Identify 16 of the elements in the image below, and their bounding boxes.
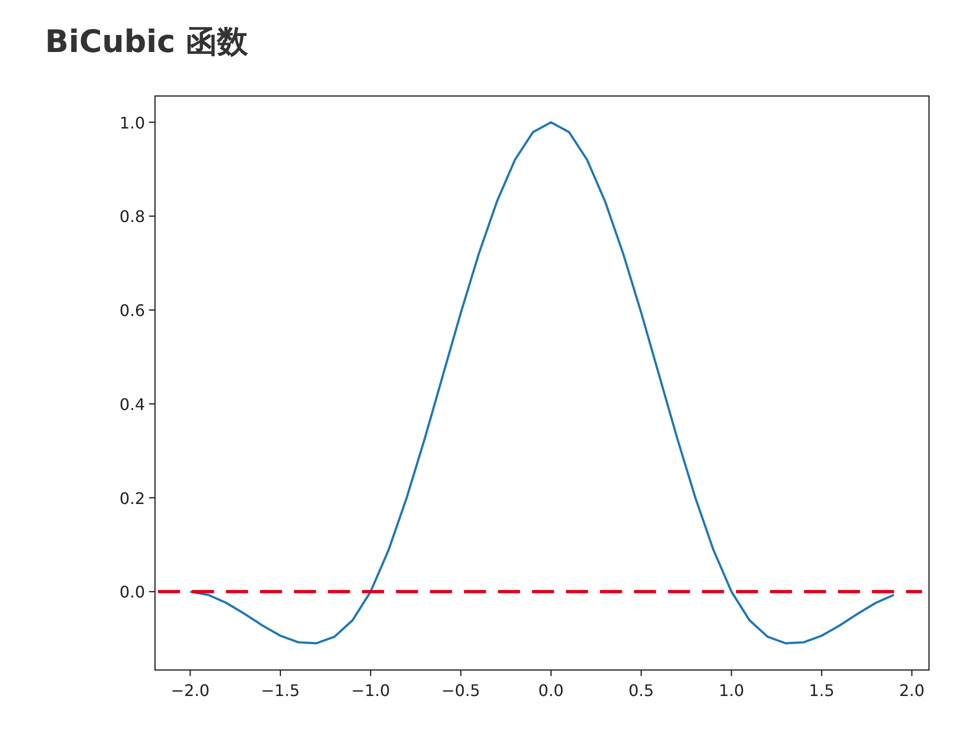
x-tick-label: −2.0 [170,681,210,700]
x-tick-label: 0.5 [628,681,654,700]
x-tick-label: 2.0 [899,681,925,700]
x-tick-label: −1.0 [351,681,390,700]
chart-title: BiCubic 函数 [45,24,250,60]
x-tick-label: −0.5 [441,681,480,700]
y-tick-label: 1.0 [120,113,145,132]
y-tick-label: 0.4 [120,394,145,414]
y-tick-label: 0.2 [120,488,145,508]
y-tick-label: 0.6 [120,301,145,320]
y-tick-label: 0.8 [120,207,145,226]
x-tick-label: 1.5 [808,681,834,700]
y-tick-label: 0.0 [120,582,145,602]
x-tick-label: −1.5 [260,681,300,700]
x-tick-label: 0.0 [538,681,564,700]
x-tick-label: 1.0 [718,681,744,700]
